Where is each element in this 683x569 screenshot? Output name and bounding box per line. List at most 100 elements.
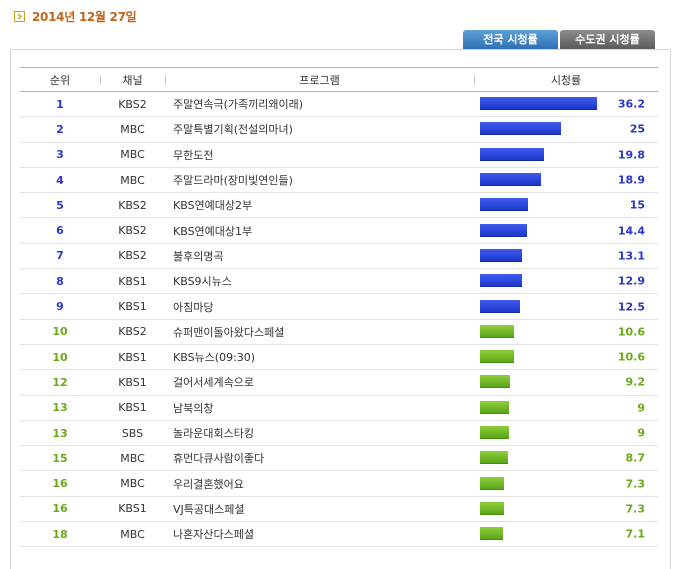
rating-cell: 12.5 [474,294,658,318]
channel-cell: KBS1 [118,375,147,389]
rank-cell: 6 [56,224,64,238]
rating-value: 36.2 [617,97,645,111]
channel-cell: MBC [120,477,145,491]
program-cell: 나혼자산다스페셜 [173,528,254,542]
rating-value: 12.5 [617,300,645,314]
rank-cell: 7 [56,249,64,263]
rank-cell: 12 [52,375,68,389]
rating-bar [480,248,522,262]
table-row: 3 MBC 무한도전 19.8 [20,143,658,168]
tab-metro-rating[interactable]: 수도권 시청률 [560,30,655,49]
channel-cell: MBC [120,451,145,465]
rating-bar [480,451,508,465]
rank-cell: 5 [56,198,64,212]
rating-value: 14.4 [617,224,645,238]
rating-bar [480,223,527,237]
table-row: 8 KBS1 KBS9시뉴스 12.9 [20,269,658,295]
program-cell: 주말연속극(가족끼리왜이래) [173,98,304,112]
rating-value: 10.6 [617,350,645,364]
rating-bar [480,147,544,161]
rating-value: 7.3 [625,477,646,491]
rating-bar [480,299,520,313]
rating-cell: 10.6 [474,345,658,369]
table-row: 12 KBS1 걸어서세계속으로 9.2 [20,370,658,396]
rating-tabs: 전국 시청률 수도권 시청률 [463,30,655,54]
channel-cell: MBC [120,122,145,136]
channel-cell: KBS2 [118,198,147,212]
rating-bar [480,97,597,111]
table-row: 1 KBS2 주말연속극(가족끼리왜이래) 36.2 [20,92,658,118]
channel-cell: KBS1 [118,350,147,364]
rating-bar [480,324,514,338]
channel-cell: KBS1 [118,274,147,288]
rating-cell: 15 [474,193,658,217]
column-header-program: 프로그램 [165,72,474,88]
rating-cell: 13.1 [474,244,658,268]
program-cell: KBS연예대상2부 [173,199,253,213]
program-cell: 우리결혼했어요 [173,477,244,491]
rank-cell: 13 [52,426,68,440]
rank-cell: 9 [56,300,64,314]
channel-cell: KBS1 [118,300,147,314]
rating-bar [480,527,503,541]
rating-value: 9 [637,401,645,415]
rating-cell: 7.3 [474,471,658,495]
rating-cell: 36.2 [474,92,658,116]
channel-cell: KBS2 [118,249,147,263]
rank-cell: 10 [52,325,68,339]
rating-bar [480,173,541,187]
channel-cell: MBC [120,148,145,162]
rating-cell: 8.7 [474,446,658,470]
arrow-right-icon [14,10,25,22]
rating-value: 9 [637,426,645,440]
rating-value: 10.6 [617,325,645,339]
rank-cell: 16 [52,502,68,516]
tab-national-rating[interactable]: 전국 시청률 [463,30,558,54]
table-row: 10 KBS2 슈퍼맨이돌아왔다스페셜 10.6 [20,320,658,345]
rating-cell: 12.9 [474,269,658,293]
table-row: 7 KBS2 불후의명곡 13.1 [20,244,658,270]
rating-bar [480,274,522,288]
rating-value: 15 [629,198,645,212]
column-header-rank: 순위 [49,73,71,87]
rating-cell: 9 [474,421,658,445]
rating-value: 8.7 [625,451,646,465]
rating-cell: 9.2 [474,370,658,394]
rank-cell: 16 [52,477,68,491]
channel-cell: KBS2 [118,325,147,339]
program-cell: 불후의명곡 [173,249,224,263]
rank-cell: 4 [56,173,64,187]
program-cell: VJ특공대스페셜 [173,502,245,516]
program-cell: KBS연예대상1부 [173,224,253,238]
rank-cell: 15 [52,451,68,465]
table-row: 5 KBS2 KBS연예대상2부 15 [20,193,658,219]
channel-cell: KBS2 [118,97,147,111]
program-cell: KBS9시뉴스 [173,275,232,289]
rating-value: 9.2 [625,375,646,389]
rank-cell: 1 [56,97,64,111]
rating-bar [480,350,514,364]
table-row: 10 KBS1 KBS뉴스(09:30) 10.6 [20,345,658,371]
table-header: 순위 채널 프로그램 시청률 [20,67,658,92]
program-cell: 아침마당 [173,300,214,314]
program-cell: 무한도전 [173,148,214,162]
rating-cell: 18.9 [474,168,658,192]
rank-cell: 8 [56,274,64,288]
rating-bar [480,476,504,490]
table-row: 13 KBS1 남북의창 9 [20,396,658,421]
table-row: 16 MBC 우리결혼했어요 7.3 [20,471,658,497]
rating-cell: 7.3 [474,497,658,521]
date-label: 2014년 12월 27일 [32,9,137,24]
rating-cell: 25 [474,117,658,141]
rank-cell: 2 [56,122,64,136]
table-row: 9 KBS1 아침마당 12.5 [20,294,658,320]
table-row: 4 MBC 주말드라마(장미빛연인들) 18.9 [20,168,658,194]
rating-value: 13.1 [617,249,645,263]
rating-value: 19.8 [617,148,645,162]
rank-cell: 18 [52,527,68,541]
rating-value: 7.3 [625,502,646,516]
rating-bar [480,501,504,515]
table-row: 2 MBC 주말특별기획(전설의마녀) 25 [20,117,658,143]
program-cell: KBS뉴스(09:30) [173,351,256,365]
column-header-channel: 채널 [100,72,165,88]
